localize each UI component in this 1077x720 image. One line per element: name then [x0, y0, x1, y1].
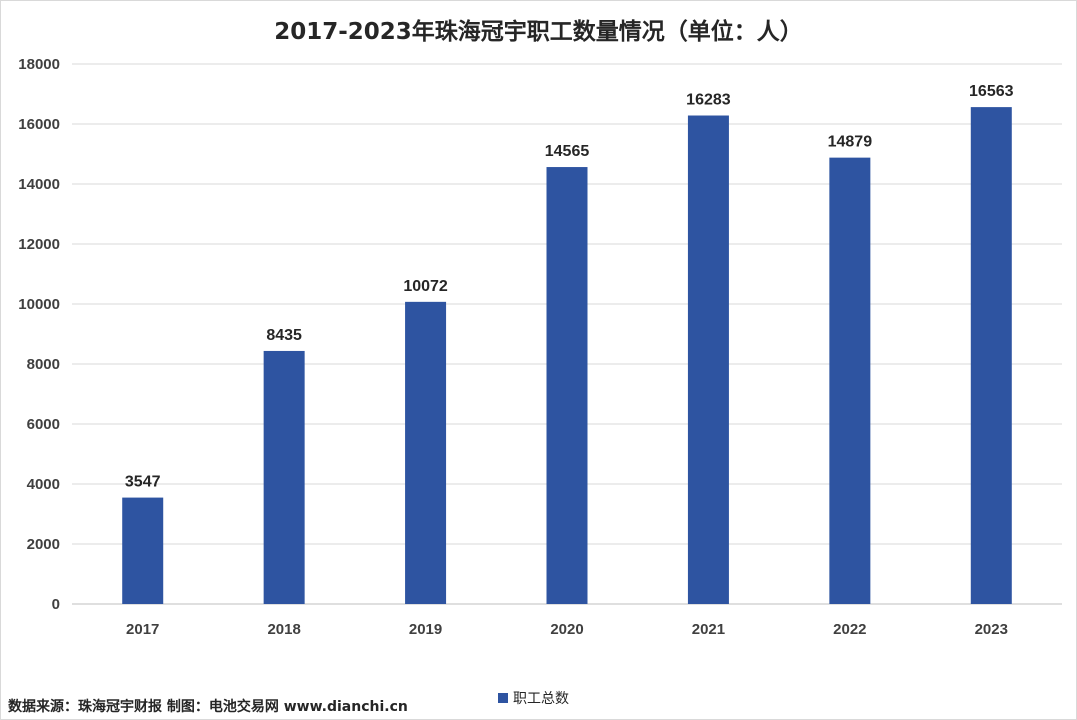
y-tick-label: 10000 — [18, 296, 60, 313]
bar — [829, 157, 871, 604]
x-tick-label: 2021 — [692, 621, 725, 638]
bar — [405, 301, 447, 604]
bar — [546, 167, 588, 605]
y-tick-label: 14000 — [18, 176, 60, 193]
x-tick-label: 2022 — [833, 621, 866, 638]
data-label: 10072 — [403, 278, 448, 295]
bar — [970, 107, 1012, 605]
data-label: 3547 — [125, 474, 161, 491]
x-tick-label: 2018 — [267, 621, 300, 638]
bar — [122, 497, 164, 604]
y-tick-label: 8000 — [27, 356, 60, 373]
bar — [263, 350, 305, 604]
x-tick-label: 2017 — [126, 621, 159, 638]
x-tick-label: 2019 — [409, 621, 442, 638]
y-tick-label: 16000 — [18, 116, 60, 133]
gridlines — [72, 63, 1062, 605]
bars — [122, 107, 1012, 605]
y-tick-label: 4000 — [27, 476, 60, 493]
y-tick-label: 6000 — [27, 416, 60, 433]
data-label: 14565 — [545, 143, 590, 160]
y-tick-label: 12000 — [18, 236, 60, 253]
axis-labels: 0 2000 4000 6000 8000 10000 12000 14000 16000 180… — [18, 56, 1008, 638]
data-label: 16563 — [969, 83, 1014, 100]
chart-title: 2017-2023年珠海冠宇职工数量情况（单位：人） — [274, 19, 803, 45]
data-label: 16283 — [686, 92, 731, 109]
bar — [687, 115, 729, 604]
source-note: 数据来源：珠海冠宇财报 制图：电池交易网 www.dianchi.cn — [8, 699, 408, 715]
data-labels: 3547 8435 10072 14565 16283 14879 16563 — [125, 83, 1014, 490]
data-label: 14879 — [828, 134, 873, 151]
legend-label: 职工总数 — [513, 691, 569, 707]
y-tick-label: 0 — [52, 596, 60, 613]
legend: 职工总数 — [498, 688, 569, 708]
x-tick-label: 2023 — [975, 621, 1008, 638]
legend-swatch — [498, 693, 508, 703]
y-tick-label: 18000 — [18, 56, 60, 73]
data-label: 8435 — [266, 327, 302, 344]
y-tick-label: 2000 — [27, 536, 60, 553]
x-tick-label: 2020 — [550, 621, 583, 638]
